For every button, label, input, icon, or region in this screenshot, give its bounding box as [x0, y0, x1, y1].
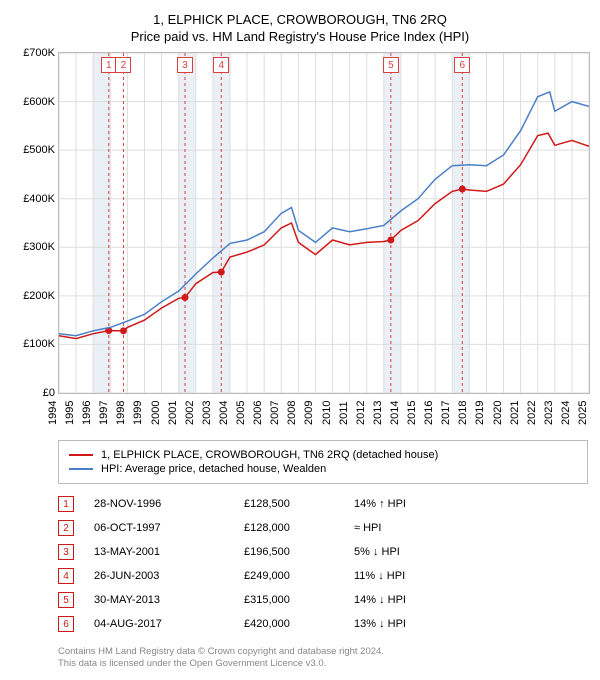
y-axis-label: £600K [23, 96, 55, 108]
chart-svg [59, 53, 589, 393]
legend-item: 1, ELPHICK PLACE, CROWBOROUGH, TN6 2RQ (… [69, 449, 577, 461]
legend-label: 1, ELPHICK PLACE, CROWBOROUGH, TN6 2RQ (… [101, 449, 438, 461]
x-axis-label: 2020 [491, 401, 503, 425]
x-axis-label: 2006 [252, 401, 264, 425]
row-price: £315,000 [244, 594, 354, 606]
x-axis-label: 2015 [406, 401, 418, 425]
y-axis-label: £0 [43, 387, 55, 399]
x-axis-label: 1997 [98, 401, 110, 425]
row-date: 13-MAY-2001 [94, 546, 244, 558]
footer-line-2: This data is licensed under the Open Gov… [58, 658, 588, 670]
event-marker-2: 2 [115, 57, 131, 73]
y-axis-label: £400K [23, 193, 55, 205]
row-number-box: 2 [58, 520, 74, 536]
chart-plot-area: £0£100K£200K£300K£400K£500K£600K£700K 19… [58, 52, 590, 394]
row-date: 04-AUG-2017 [94, 618, 244, 630]
footer-line-1: Contains HM Land Registry data © Crown c… [58, 646, 588, 658]
x-axis-label: 1994 [47, 401, 59, 425]
x-axis-label: 2016 [423, 401, 435, 425]
y-axis-label: £700K [23, 47, 55, 59]
row-date: 26-JUN-2003 [94, 570, 244, 582]
legend-swatch [69, 468, 93, 470]
x-axis-label: 2011 [338, 401, 350, 425]
row-price: £128,500 [244, 498, 354, 510]
table-row: 1 28-NOV-1996£128,50014% ↑ HPI [58, 492, 588, 516]
x-axis-label: 1996 [81, 401, 93, 425]
table-row: 4 26-JUN-2003£249,00011% ↓ HPI [58, 564, 588, 588]
event-marker-5: 5 [383, 57, 399, 73]
row-price: £128,000 [244, 522, 354, 534]
row-diff: ≈ HPI [354, 522, 474, 534]
x-axis-label: 2025 [577, 401, 589, 425]
table-row: 2 06-OCT-1997£128,000≈ HPI [58, 516, 588, 540]
legend-item: HPI: Average price, detached house, Weal… [69, 463, 577, 475]
event-marker-1: 1 [101, 57, 117, 73]
chart-title-1: 1, ELPHICK PLACE, CROWBOROUGH, TN6 2RQ [10, 12, 590, 27]
x-axis-label: 2024 [560, 401, 572, 425]
x-axis-label: 2023 [543, 401, 555, 425]
x-axis-label: 2004 [218, 401, 230, 425]
x-axis-label: 2013 [372, 401, 384, 425]
x-axis-label: 2010 [320, 401, 332, 425]
legend-label: HPI: Average price, detached house, Weal… [101, 463, 326, 475]
row-price: £420,000 [244, 618, 354, 630]
x-axis-label: 1999 [132, 401, 144, 425]
row-diff: 14% ↑ HPI [354, 498, 474, 510]
y-axis-label: £300K [23, 241, 55, 253]
x-axis-label: 2009 [303, 401, 315, 425]
table-row: 3 13-MAY-2001£196,5005% ↓ HPI [58, 540, 588, 564]
x-axis-label: 2005 [235, 401, 247, 425]
row-price: £249,000 [244, 570, 354, 582]
x-axis-label: 2014 [389, 401, 401, 425]
x-axis-label: 1998 [115, 401, 127, 425]
table-row: 6 04-AUG-2017£420,00013% ↓ HPI [58, 612, 588, 636]
row-date: 06-OCT-1997 [94, 522, 244, 534]
row-number-box: 6 [58, 616, 74, 632]
x-axis-label: 2022 [525, 401, 537, 425]
event-marker-4: 4 [213, 57, 229, 73]
x-axis-label: 1995 [64, 401, 76, 425]
x-axis-label: 2003 [201, 401, 213, 425]
table-row: 5 30-MAY-2013£315,00014% ↓ HPI [58, 588, 588, 612]
row-number-box: 1 [58, 496, 74, 512]
x-axis-label: 2001 [166, 401, 178, 425]
x-axis-label: 2007 [269, 401, 281, 425]
x-axis-label: 2002 [184, 401, 196, 425]
row-number-box: 3 [58, 544, 74, 560]
row-diff: 5% ↓ HPI [354, 546, 474, 558]
x-axis-label: 2017 [440, 401, 452, 425]
row-diff: 13% ↓ HPI [354, 618, 474, 630]
x-axis-label: 2008 [286, 401, 298, 425]
row-number-box: 5 [58, 592, 74, 608]
x-axis-label: 2000 [149, 401, 161, 425]
row-diff: 11% ↓ HPI [354, 570, 474, 582]
y-axis-label: £100K [23, 338, 55, 350]
transaction-table: 1 28-NOV-1996£128,50014% ↑ HPI 2 06-OCT-199… [58, 492, 588, 636]
row-date: 28-NOV-1996 [94, 498, 244, 510]
row-number-box: 4 [58, 568, 74, 584]
y-axis-label: £500K [23, 144, 55, 156]
chart-title-2: Price paid vs. HM Land Registry's House … [10, 29, 590, 44]
row-date: 30-MAY-2013 [94, 594, 244, 606]
y-axis-label: £200K [23, 290, 55, 302]
event-marker-6: 6 [454, 57, 470, 73]
x-axis-label: 2021 [508, 401, 520, 425]
x-axis-label: 2012 [354, 401, 366, 425]
footer-attribution: Contains HM Land Registry data © Crown c… [58, 646, 588, 671]
legend: 1, ELPHICK PLACE, CROWBOROUGH, TN6 2RQ (… [58, 440, 588, 484]
event-marker-3: 3 [177, 57, 193, 73]
x-axis-label: 2019 [474, 401, 486, 425]
row-price: £196,500 [244, 546, 354, 558]
legend-swatch [69, 454, 93, 456]
x-axis-label: 2018 [457, 401, 469, 425]
row-diff: 14% ↓ HPI [354, 594, 474, 606]
